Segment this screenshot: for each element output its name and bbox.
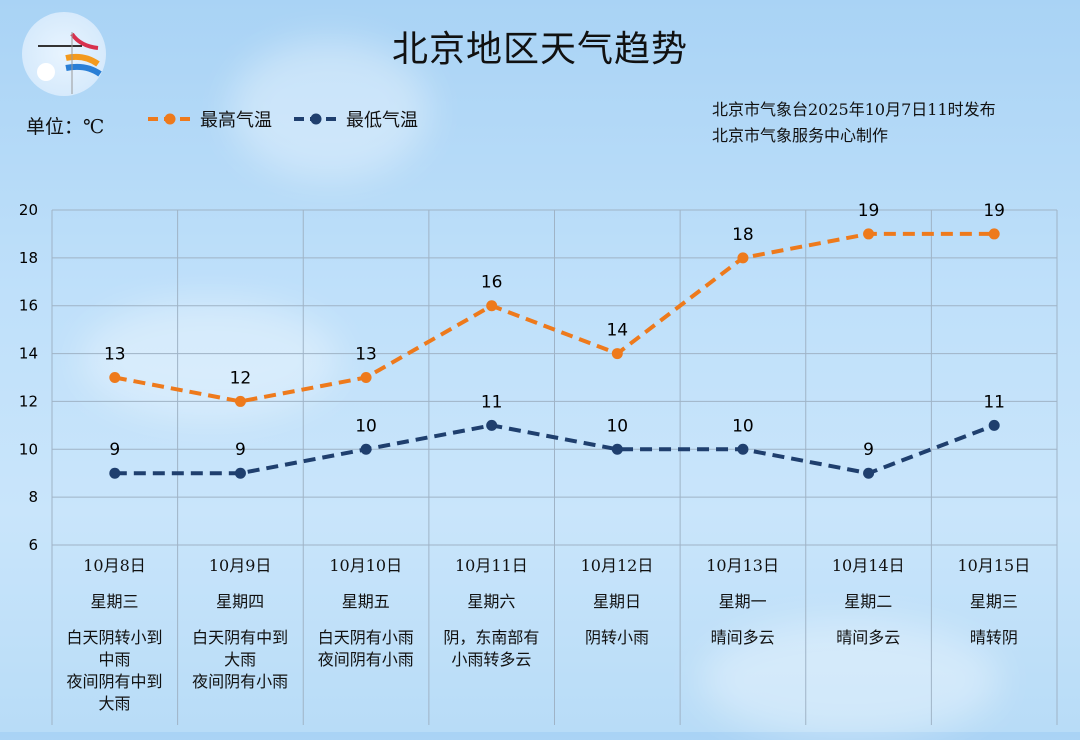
date-label: 10月15日: [957, 556, 1031, 575]
data-point: [486, 419, 498, 431]
background-cloud: [80, 300, 340, 420]
weather-description: 晴转阴: [969, 628, 1018, 647]
data-point: [863, 228, 875, 240]
data-label: 10: [732, 416, 754, 436]
data-point: [486, 300, 498, 312]
y-tick-label: 12: [19, 392, 38, 410]
issuer-line-1: 北京市气象台2025年10月7日11时发布: [712, 100, 996, 119]
legend-low-marker: [294, 113, 342, 125]
weather-description: 阴，东南部有 小雨转多云: [443, 628, 540, 669]
y-tick-label: 16: [19, 297, 38, 315]
data-label: 19: [858, 201, 880, 221]
weather-description: 阴转小雨: [584, 628, 649, 647]
data-label: 11: [983, 392, 1005, 412]
date-label: 10月11日: [455, 556, 528, 575]
forecast-cell: 10月11日 星期六阴，东南部有 小雨转多云: [429, 555, 554, 671]
forecast-cell: 10月14日 星期二晴间多云: [806, 555, 931, 649]
forecast-cell: 10月15日 星期三晴转阴: [931, 555, 1056, 649]
data-label: 12: [230, 368, 252, 388]
data-label: 16: [481, 273, 503, 293]
weather-description: 晴间多云: [836, 628, 901, 647]
data-point: [109, 372, 121, 383]
y-tick-label: 14: [19, 345, 38, 363]
legend-low-label: 最低气温: [346, 110, 418, 131]
weather-description: 白天阴有中到 大雨 夜间阴有小雨: [192, 628, 289, 691]
background-cloud: [700, 620, 1000, 740]
date-label: 10月9日: [208, 556, 272, 575]
weather-description: 晴间多云: [710, 628, 775, 647]
meteorological-service-logo: [22, 12, 106, 96]
forecast-cell: 10月9日星期四白天阴有中到 大雨 夜间阴有小雨: [178, 555, 303, 693]
data-label: 9: [109, 440, 120, 460]
data-point: [737, 443, 749, 455]
unit-label: 单位：℃: [26, 116, 105, 138]
y-tick-label: 18: [19, 249, 38, 267]
data-point: [234, 395, 246, 407]
date-label: 10月10日: [329, 556, 403, 575]
data-label: 10: [606, 416, 628, 436]
data-label: 13: [104, 345, 126, 365]
weekday-label: 星期六: [467, 592, 516, 611]
data-point: [988, 228, 1000, 240]
series-line-high: [114, 231, 995, 404]
date-label: 10月14日: [831, 556, 905, 575]
data-point: [863, 467, 875, 479]
weekday-label: 星期二: [844, 592, 893, 611]
data-label: 9: [235, 440, 246, 460]
legend-high-label: 最高气温: [200, 110, 272, 131]
date-label: 10月12日: [580, 556, 654, 575]
data-point: [611, 443, 623, 455]
weather-description: 白天阴转小到 中雨 夜间阴有中到 大雨: [66, 628, 163, 713]
data-label: 13: [355, 345, 377, 365]
data-point: [737, 252, 749, 264]
data-label: 11: [481, 392, 503, 412]
data-point: [360, 372, 372, 383]
legend-high-marker: [148, 113, 196, 125]
y-tick-label: 20: [19, 201, 38, 219]
weekday-label: 星期日: [592, 592, 641, 611]
data-point: [234, 467, 246, 479]
data-point: [988, 419, 1000, 431]
legend-item-low: 最低气温: [294, 106, 418, 132]
forecast-cell: 10月12日 星期日阴转小雨: [555, 555, 680, 649]
y-tick-label: 10: [19, 440, 38, 458]
weekday-label: 星期四: [216, 592, 265, 611]
background-cloud: [230, 40, 430, 180]
data-label: 9: [863, 440, 874, 460]
legend-item-high: 最高气温: [148, 106, 272, 132]
date-label: 10月13日: [706, 556, 779, 575]
weather-description: 白天阴有小雨 夜间阴有小雨: [317, 628, 414, 669]
data-label: 19: [983, 201, 1005, 221]
weekday-label: 星期三: [969, 592, 1018, 611]
data-point: [360, 443, 372, 455]
forecast-cell: 10月13日 星期一晴间多云: [680, 555, 805, 649]
data-label: 10: [355, 416, 377, 436]
weekday-label: 星期五: [341, 592, 390, 611]
forecast-cell: 10月8日星期三白天阴转小到 中雨 夜间阴有中到 大雨: [52, 555, 177, 715]
forecast-cell: 10月10日 星期五白天阴有小雨 夜间阴有小雨: [303, 555, 428, 671]
series-line-low: [114, 423, 995, 476]
data-point: [611, 348, 623, 360]
chart-title: 北京地区天气趋势: [391, 29, 688, 70]
data-label: 18: [732, 225, 754, 245]
weekday-label: 星期一: [718, 592, 767, 611]
weekday-label: 星期三: [90, 592, 139, 611]
date-label: 10月8日: [83, 556, 146, 575]
y-tick-label: 6: [28, 536, 38, 554]
data-point: [109, 467, 121, 479]
issuer-line-2: 北京市气象服务中心制作: [712, 126, 889, 145]
data-label: 14: [606, 321, 628, 341]
y-tick-label: 8: [28, 488, 38, 506]
